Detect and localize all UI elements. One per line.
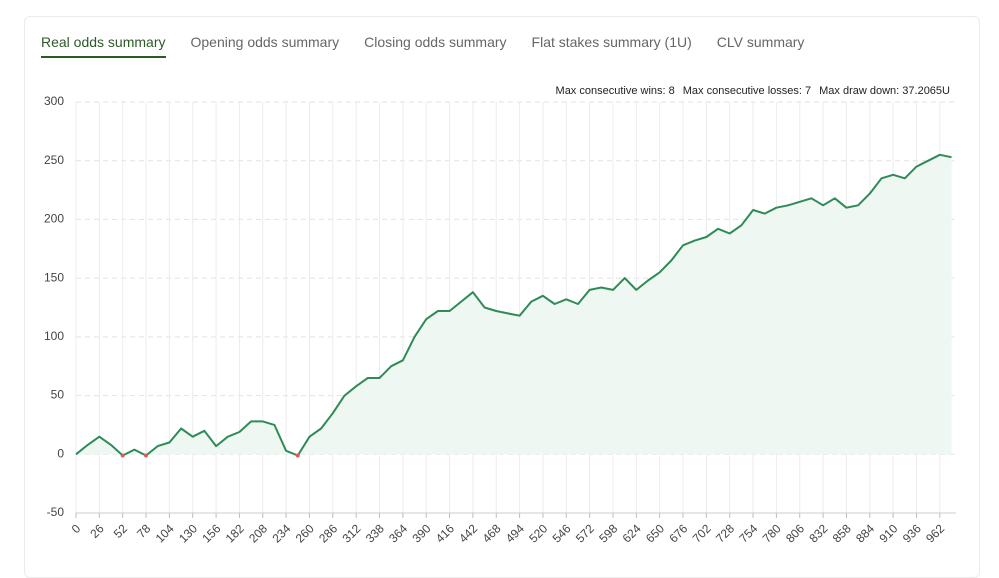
x-tick-label: 676 [666, 521, 690, 545]
x-tick-label: 26 [87, 521, 107, 541]
tab-bar: Real odds summary Opening odds summary C… [41, 34, 804, 58]
x-tick-label: 104 [153, 521, 177, 545]
y-tick-label: 300 [44, 94, 64, 108]
x-tick-label: 338 [363, 521, 387, 545]
line [75, 153, 952, 457]
stat: Max consecutive wins: 8 [555, 85, 675, 97]
x-tick-label: 390 [410, 521, 434, 545]
negative-point [295, 453, 300, 458]
tab[interactable]: Opening odds summary [190, 34, 340, 50]
x-tick-label: 910 [876, 521, 900, 545]
x-tick-label: 364 [386, 521, 410, 545]
x-tick-label: 936 [900, 521, 924, 545]
x-tick-label: 416 [433, 521, 457, 545]
x-tick-label: 884 [853, 521, 877, 545]
x-tick-label: 754 [736, 521, 760, 545]
x-tick-label: 572 [573, 521, 597, 545]
x-tick-label: 520 [526, 521, 550, 545]
x-tick-label: 208 [246, 521, 270, 545]
x-tick-label: 624 [620, 521, 644, 545]
stats: Max consecutive wins: 8 Max consecutive … [556, 85, 950, 97]
area [76, 154, 952, 456]
x-tick-label: 78 [134, 521, 154, 541]
x-tick-label: 260 [293, 521, 317, 545]
y-tick-label: 200 [44, 212, 64, 226]
x-tick-label: 442 [456, 521, 480, 545]
x-tick-label: 130 [176, 521, 200, 545]
x-tick-label: 546 [550, 521, 574, 545]
tab[interactable]: Real odds summary [41, 34, 166, 58]
x-tick-label: 312 [339, 521, 363, 545]
x-tick-label: 468 [480, 521, 504, 545]
tab[interactable]: CLV summary [716, 34, 805, 50]
x-tick-label: 286 [316, 521, 340, 545]
page: Real odds summary Opening odds summary C… [24, 16, 980, 578]
y-tick-label: 100 [44, 329, 64, 343]
y-tick-label: 150 [44, 270, 64, 284]
x-tick-label: 858 [830, 521, 854, 545]
y-tick-label: 0 [57, 446, 64, 460]
x-tick-label: 598 [596, 521, 620, 545]
stat: Max draw down: 37.2065U [819, 85, 950, 97]
x-tick-label: 650 [643, 521, 667, 545]
y-tick-label: 50 [51, 388, 65, 402]
x-tick-label: 728 [713, 521, 737, 545]
x-tick-label: 52 [111, 521, 131, 541]
y-tick-label: -50 [47, 505, 65, 519]
x-tick-label: 0 [69, 521, 84, 536]
x-tick-label: 962 [923, 521, 947, 545]
x-tick-label: 156 [199, 521, 223, 545]
x-tick-label: 182 [223, 521, 247, 545]
stat: Max consecutive losses: 7 [682, 85, 812, 97]
tab[interactable]: Closing odds summary [364, 34, 507, 50]
y-tick-label: 250 [44, 153, 64, 167]
x-tick-label: 806 [783, 521, 807, 545]
x-tick-label: 702 [690, 521, 714, 545]
negative-point [144, 453, 149, 458]
x-tick-label: 832 [806, 521, 830, 545]
x-tick-label: 494 [503, 521, 527, 545]
x-tick-label: 780 [760, 521, 784, 545]
tab[interactable]: Flat stakes summary (1U) [531, 34, 692, 50]
negative-point [120, 453, 125, 458]
x-tick-label: 234 [269, 521, 293, 545]
